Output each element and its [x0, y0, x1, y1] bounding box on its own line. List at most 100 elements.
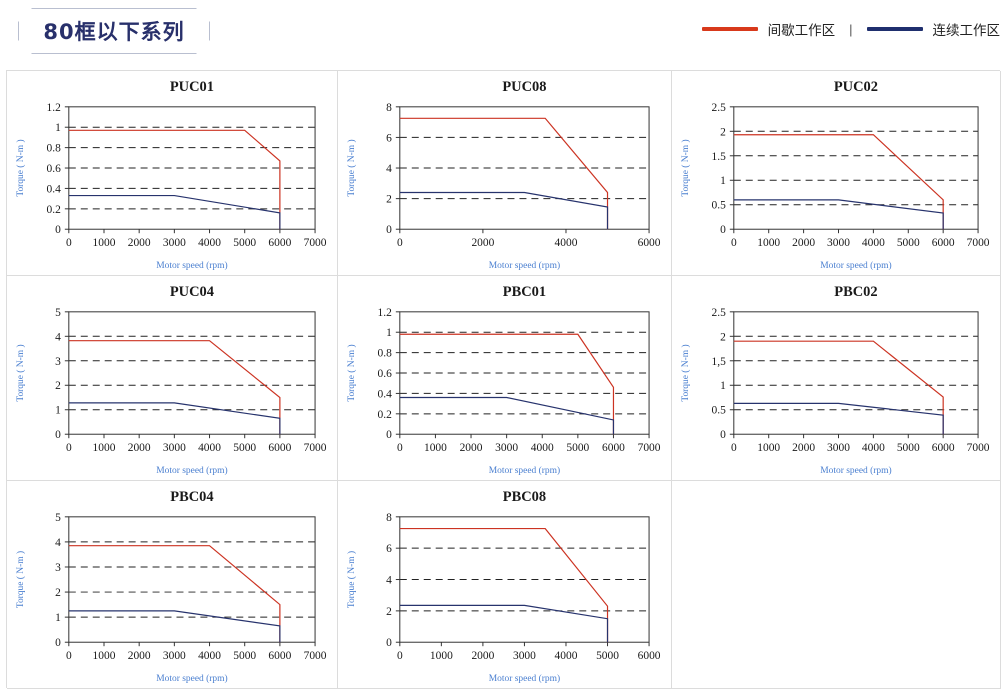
y-tick-label: 1: [386, 327, 392, 339]
chart-title: PBC01: [503, 284, 546, 300]
y-tick-label: 5: [55, 512, 61, 524]
y-axis-label: Torque ( N-m ): [346, 344, 357, 401]
chart-title: PBC04: [170, 489, 213, 505]
series-line-continuous: [733, 402, 944, 435]
x-tick-label: 3000: [163, 237, 186, 249]
x-tick-label: 2000: [128, 442, 151, 454]
x-tick-label: 2000: [471, 237, 494, 249]
x-tick-label: 6000: [268, 237, 291, 249]
x-tick-label: 0: [397, 442, 403, 454]
x-tick-label: 6000: [638, 650, 661, 662]
x-tick-label: 4000: [555, 237, 578, 249]
chart-canvas: PBC08 0 2 4 6 8 0 1000 2000 3000 4000 5000 6000 Motor…: [346, 489, 661, 684]
page-header: 80框以下系列 间歇工作区 | 连续工作区: [0, 0, 1006, 70]
x-axis-label: Motor speed (rpm): [156, 260, 227, 271]
legend-label-intermittent: 间歇工作区: [767, 23, 836, 39]
x-tick-label: 7000: [967, 237, 990, 249]
y-tick-label: 2: [55, 587, 61, 599]
y-tick-label: 2.5: [712, 307, 727, 319]
x-tick-label: 5000: [233, 650, 256, 662]
x-tick-label: 6000: [932, 442, 955, 454]
y-tick-label: 1.2: [47, 102, 62, 114]
chart-title: PBC02: [834, 284, 877, 300]
x-tick-label: 0: [397, 650, 403, 662]
y-tick-label: 2.5: [712, 102, 727, 114]
legend-separator: |: [849, 21, 853, 37]
x-tick-label: 6000: [932, 237, 955, 249]
plot-frame: [68, 106, 316, 230]
y-tick-label: 4: [386, 163, 392, 175]
x-tick-label: 2000: [471, 650, 494, 662]
x-tick-label: 7000: [967, 442, 990, 454]
x-tick-label: 5000: [596, 650, 619, 662]
x-tick-label: 5000: [897, 237, 920, 249]
x-tick-label: 7000: [638, 442, 661, 454]
x-tick-label: 6000: [268, 442, 291, 454]
series-line-intermittent: [399, 527, 609, 643]
x-tick-label: 7000: [304, 442, 327, 454]
chart-canvas: PUC04 0 1 2 3 4 5 0 1000 2000 3000 4000 5000 6000 7000…: [15, 284, 327, 476]
y-tick-label: 6: [386, 543, 392, 555]
series-line-intermittent: [68, 340, 281, 435]
y-tick-label: 1,5: [712, 356, 727, 368]
legend-line-red-icon: [701, 27, 758, 31]
y-axis-label: Torque ( N-m ): [346, 551, 357, 608]
chart-panel-pbc04: PBC04 0 1 2 3 4 5 0 1000 2000 3000 4000 5000 6000 7000…: [7, 481, 338, 689]
y-axis-label: Torque ( N-m ): [15, 551, 26, 608]
chart-panel-puc08: PUC08 0 2 4 6 8 0 2000 4000 6000 Motor speed (rpm)…: [338, 71, 672, 276]
x-tick-label: 3000: [827, 442, 850, 454]
x-axis-label: Motor speed (rpm): [489, 673, 560, 684]
x-tick-label: 3000: [163, 442, 186, 454]
x-tick-label: 5000: [897, 442, 920, 454]
x-axis-label: Motor speed (rpm): [156, 673, 227, 684]
y-tick-label: 1: [55, 122, 61, 134]
chart-title: PBC08: [503, 489, 546, 505]
y-tick-label: 0: [55, 224, 61, 236]
series-line-continuous: [68, 194, 281, 230]
y-tick-label: 0.8: [378, 348, 393, 360]
chart-panel-pbc01: PBC01 0 0.2 0.4 0.6 0.8 1 1.2 0 1000 2000 3000 4000 5…: [338, 276, 672, 481]
x-tick-label: 3000: [495, 442, 518, 454]
series-line-intermittent: [399, 117, 609, 230]
x-axis-label: Motor speed (rpm): [489, 260, 560, 271]
x-tick-label: 2000: [460, 442, 483, 454]
y-axis-label: Torque ( N-m ): [346, 139, 357, 196]
y-tick-label: 0.8: [47, 143, 62, 155]
y-tick-label: 2: [720, 126, 726, 138]
y-tick-label: 4: [386, 575, 392, 587]
y-tick-label: 0.2: [47, 204, 62, 216]
series-line-continuous: [68, 402, 281, 435]
chart-legend: 间歇工作区 | 连续工作区: [701, 19, 1000, 39]
x-tick-label: 7000: [304, 650, 327, 662]
chart-panel-empty: [672, 481, 1001, 689]
x-tick-label: 2000: [128, 650, 151, 662]
y-tick-label: 0: [720, 224, 726, 236]
chart-panel-puc01: PUC01 0 0.2 0.4 0.6 0.8 1 1.2 0 1000 2000 3000 4000 5…: [7, 71, 338, 276]
y-tick-label: 0: [55, 429, 61, 441]
x-tick-label: 2000: [792, 237, 815, 249]
chart-panel-pbc08: PBC08 0 2 4 6 8 0 1000 2000 3000 4000 5000 6000 Motor…: [338, 481, 672, 689]
y-tick-label: 0: [55, 637, 61, 649]
x-tick-label: 7000: [304, 237, 327, 249]
y-tick-label: 1: [720, 175, 726, 187]
chart-canvas: PUC02 0 0.5 1 1.5 2 2.5 0 1000 2000 3000 4000 5000 60…: [680, 79, 990, 271]
y-tick-label: 0: [386, 224, 392, 236]
chart-title: PUC02: [834, 79, 878, 95]
y-tick-label: 2: [386, 606, 392, 618]
x-tick-label: 3000: [827, 237, 850, 249]
x-tick-label: 0: [731, 237, 737, 249]
y-tick-label: 4: [55, 537, 61, 549]
x-tick-label: 1000: [430, 650, 453, 662]
y-tick-label: 2: [720, 331, 726, 343]
x-axis-label: Motor speed (rpm): [820, 465, 891, 476]
y-axis-label: Torque ( N-m ): [680, 344, 691, 401]
x-tick-label: 3000: [163, 650, 186, 662]
plot-frame: [733, 106, 979, 230]
y-tick-label: 1.2: [378, 307, 393, 319]
y-tick-label: 2: [55, 380, 61, 392]
chart-canvas: PBC04 0 1 2 3 4 5 0 1000 2000 3000 4000 5000 6000 7000…: [15, 489, 327, 684]
chart-grid: PUC01 0 0.2 0.4 0.6 0.8 1 1.2 0 1000 2000 3000 4000 5…: [6, 70, 1001, 689]
y-tick-label: 8: [386, 102, 392, 114]
series-line-intermittent: [733, 134, 944, 230]
x-tick-label: 0: [66, 237, 72, 249]
